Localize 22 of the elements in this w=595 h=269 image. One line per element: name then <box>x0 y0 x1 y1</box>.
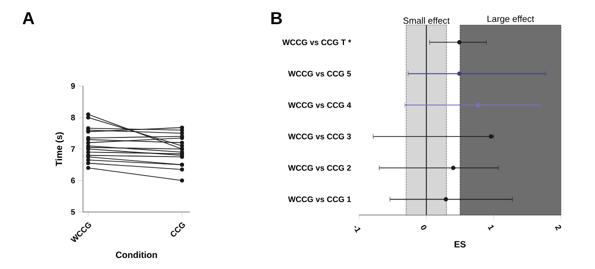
y-tick-label: WCCG vs CCG T * <box>282 39 352 46</box>
band-label: Small effect <box>403 17 450 24</box>
x-tick-label: 2 <box>555 224 562 230</box>
y-tick-label: 9 <box>71 83 75 89</box>
y-tick-label: WCCG vs CCG 5 <box>288 70 351 77</box>
y-tick-label: 8 <box>71 114 75 120</box>
y-tick-label: 5 <box>71 209 75 215</box>
chart-title: A <box>22 12 34 24</box>
chart-title: B <box>271 12 282 24</box>
band-label: Large effect <box>488 15 534 24</box>
x-axis-title: Condition <box>116 251 157 258</box>
x-tick-label: -1 <box>354 226 361 233</box>
y-tick-label: WCCG vs CCG 2 <box>288 165 351 171</box>
y-tick-label: WCCG vs CCG 4 <box>288 102 352 108</box>
y-axis-title: Time (s) <box>55 132 64 166</box>
y-tick-label: 7 <box>71 146 75 152</box>
x-tick-label: 1 <box>488 225 494 230</box>
y-tick-label: 6 <box>71 178 75 184</box>
x-axis-title: ES <box>454 241 466 248</box>
y-tick-label: WCCG vs CCG 1 <box>288 196 351 202</box>
y-tick-label: WCCG vs CCG 3 <box>288 134 351 140</box>
x-tick-label: 0 <box>420 225 426 230</box>
